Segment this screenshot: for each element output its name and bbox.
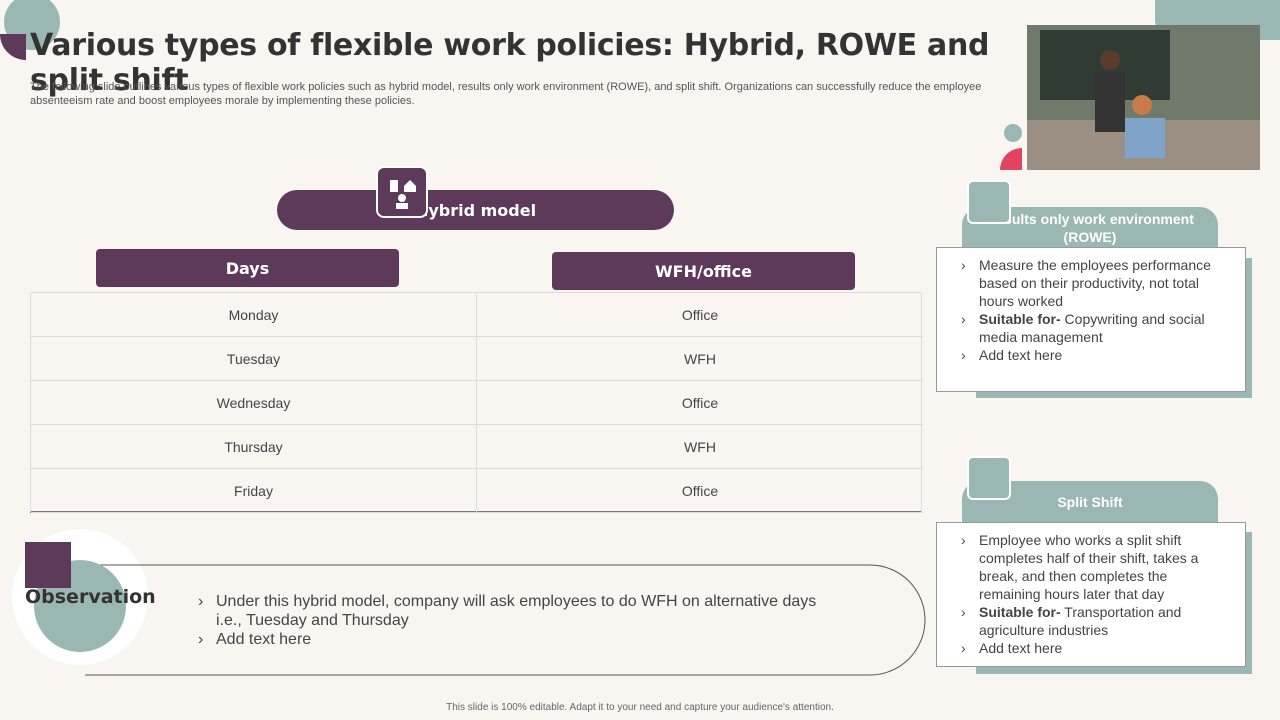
- obs-bullets: Under this hybrid model, company will as…: [196, 592, 836, 649]
- split-box: Employee who works a split shift complet…: [936, 522, 1246, 667]
- bullet: Suitable for- Copywriting and social med…: [959, 310, 1231, 346]
- table-cell: Office: [476, 469, 923, 513]
- column-header: Days: [96, 249, 399, 287]
- obs-label: Observation: [25, 586, 156, 608]
- table-cell: Tuesday: [31, 337, 476, 381]
- column-header: WFH/office: [552, 252, 855, 290]
- table-cell: Friday: [31, 469, 476, 513]
- rowe-box: Measure the employees performance based …: [936, 247, 1246, 392]
- bullet: Employee who works a split shift complet…: [959, 531, 1231, 603]
- bullet-text: Measure the employees performance based …: [979, 257, 1211, 309]
- photo-person: [1095, 72, 1125, 132]
- hybrid-heading: Hybrid model: [277, 190, 674, 230]
- table: Monday Office Tuesday WFH Wednesday Office Thu…: [30, 292, 923, 513]
- footer: This slide is 100% editable. Adapt it to…: [446, 702, 834, 713]
- title: Various types of flexible work policies:…: [30, 28, 990, 98]
- bullet: Add text here: [959, 639, 1231, 657]
- table-cell: Thursday: [31, 425, 476, 469]
- decor-red: [1000, 148, 1022, 170]
- bullet-text: Copywriting and social media management: [979, 311, 1205, 345]
- table-cell: Monday: [31, 293, 476, 337]
- bullet-text: Add text here: [979, 347, 1063, 363]
- bullet-text: Transportation and agriculture industrie…: [979, 604, 1182, 638]
- photo-person: [1125, 118, 1165, 158]
- bullet-text: Employee who works a split shift complet…: [979, 532, 1199, 602]
- split-bullets: Employee who works a split shift complet…: [959, 531, 1231, 657]
- table-cell: Wednesday: [31, 381, 476, 425]
- photo-person: [1100, 50, 1120, 70]
- photo-person: [1132, 95, 1152, 115]
- bullet: Suitable for- Transportation and agricul…: [959, 603, 1231, 639]
- bullet-text: Add text here: [979, 640, 1063, 656]
- table-cell: WFH: [476, 337, 923, 381]
- obs-bullet: Under this hybrid model, company will as…: [196, 592, 836, 630]
- rowe-bullets: Measure the employees performance based …: [959, 256, 1231, 364]
- icon-glyph: [390, 180, 416, 209]
- rowe-icon: [967, 180, 1011, 224]
- decor-quarter: [0, 34, 26, 60]
- table-cell: Office: [476, 381, 923, 425]
- bullet: Measure the employees performance based …: [959, 256, 1231, 310]
- hybrid-icon: [376, 166, 428, 218]
- obs-bullet: Add text here: [196, 630, 836, 649]
- table-cell: WFH: [476, 425, 923, 469]
- bullet: Add text here: [959, 346, 1231, 364]
- decor-dot: [1004, 124, 1022, 142]
- obs-box: [85, 564, 926, 676]
- split-icon: [967, 456, 1011, 500]
- bullet-bold: Suitable for-: [979, 311, 1061, 327]
- subtitle: The following slide outlines various typ…: [30, 81, 982, 107]
- table-cell: Office: [476, 293, 923, 337]
- bullet-bold: Suitable for-: [979, 604, 1061, 620]
- obs-purple: [29, 542, 72, 588]
